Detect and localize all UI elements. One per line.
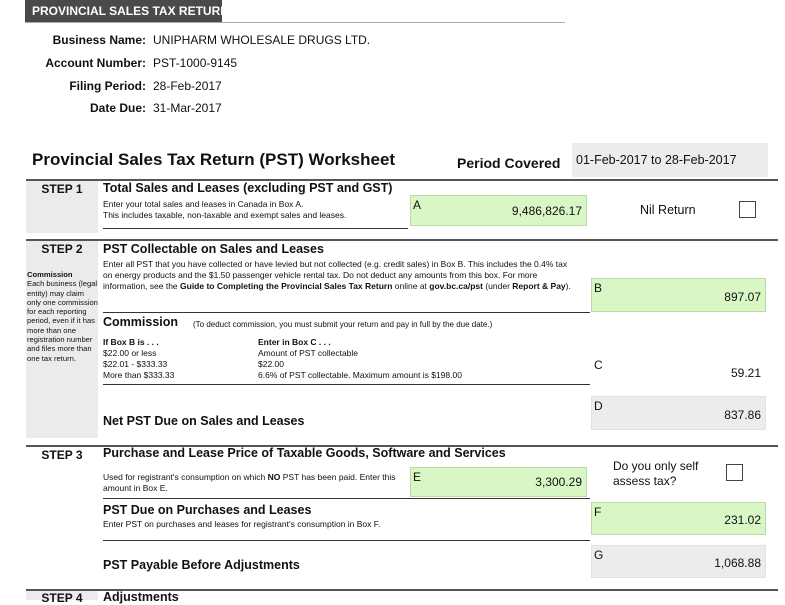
- link-text: gov.bc.ca/pst: [429, 281, 483, 291]
- field-value: UNIPHARM WHOLESALE DRUGS LTD.: [153, 33, 371, 47]
- nil-return-label: Nil Return: [640, 203, 696, 217]
- box-d: D 837.86: [591, 396, 766, 430]
- box-b[interactable]: B 897.07: [591, 278, 766, 312]
- field-value: PST-1000-9145: [153, 56, 238, 70]
- text: ).: [565, 281, 571, 291]
- table-cell: $22.00 or less: [103, 348, 157, 358]
- period-label: Period Covered: [457, 155, 561, 171]
- table-cell: Amount of PST collectable: [258, 348, 359, 358]
- step-label: STEP 1: [41, 182, 83, 196]
- nil-return-checkbox[interactable]: [739, 201, 756, 218]
- text: Used for registrant's consumption on whi…: [103, 472, 268, 482]
- field-value: 31-Mar-2017: [153, 101, 222, 115]
- box-letter: C: [594, 358, 603, 372]
- rule: [103, 498, 590, 499]
- table-header: Enter in Box C . . .: [258, 337, 331, 347]
- sidebar-title: Commission: [27, 270, 73, 279]
- box-letter: E: [413, 470, 422, 484]
- section-title: PST Payable Before Adjustments: [103, 558, 300, 572]
- field-label: Account Number:: [45, 56, 146, 70]
- help-text: Enter your total sales and leases in Can…: [103, 199, 304, 209]
- text-bold: NO: [267, 472, 281, 482]
- step-label: STEP 2: [41, 242, 83, 256]
- rule: [103, 540, 590, 541]
- box-value: 231.02: [724, 513, 761, 527]
- self-assess-checkbox[interactable]: [726, 464, 743, 481]
- box-value: 59.21: [730, 366, 761, 380]
- box-e[interactable]: E 3,300.29: [410, 467, 587, 497]
- step-rule: [26, 589, 778, 591]
- sidebar-note: Commission Each business (legal entity) m…: [27, 270, 98, 363]
- step-rule: [26, 179, 778, 181]
- field-label: Filing Period:: [69, 79, 146, 93]
- help-text: Used for registrant's consumption on whi…: [103, 472, 413, 494]
- step-column: [26, 241, 98, 438]
- step-label: STEP 3: [41, 448, 83, 462]
- text-bold: Report & Pay: [512, 281, 566, 291]
- step-column: [26, 591, 98, 600]
- help-text: Enter PST on purchases and leases for re…: [103, 519, 381, 529]
- self-assess-label: Do you only self assess tax?: [613, 459, 699, 488]
- field-label: Date Due:: [89, 101, 146, 115]
- sidebar-text: Each business (legal entity) may claim o…: [27, 279, 98, 363]
- box-letter: F: [594, 505, 602, 519]
- section-title: PST Collectable on Sales and Leases: [103, 242, 324, 256]
- box-value: 897.07: [724, 290, 761, 304]
- field-value: 28-Feb-2017: [153, 79, 222, 93]
- text: online at: [392, 281, 430, 291]
- table-cell: 6.6% of PST collectable. Maximum amount …: [258, 370, 462, 380]
- section-title: Purchase and Lease Price of Taxable Good…: [103, 446, 506, 460]
- box-c[interactable]: C 59.21: [591, 355, 766, 388]
- section-title: Adjustments: [103, 590, 179, 604]
- table-cell: $22.00: [258, 359, 284, 369]
- text: PST has been paid. Enter this amount in …: [103, 472, 396, 493]
- table-cell: More than $333.33: [103, 370, 175, 380]
- section-title: Net PST Due on Sales and Leases: [103, 414, 305, 428]
- tab-rule: [25, 22, 565, 23]
- period-value: 01-Feb-2017 to 28-Feb-2017: [572, 143, 768, 177]
- section-title: Total Sales and Leases (excluding PST an…: [103, 181, 393, 195]
- box-g: G 1,068.88: [591, 545, 766, 578]
- box-letter: D: [594, 399, 603, 413]
- box-a[interactable]: A 9,486,826.17: [410, 195, 587, 226]
- help-text: This includes taxable, non-taxable and e…: [103, 210, 347, 220]
- rule: [103, 228, 408, 229]
- worksheet-title: Provincial Sales Tax Return (PST) Worksh…: [32, 150, 396, 169]
- step-rule: [26, 239, 778, 241]
- text: Enter all PST that you have collected or…: [103, 259, 568, 291]
- table-cell: $22.01 - $333.33: [103, 359, 168, 369]
- box-value: 1,068.88: [714, 556, 761, 570]
- box-letter: A: [413, 198, 422, 212]
- box-value: 3,300.29: [535, 475, 582, 489]
- field-label: Business Name:: [52, 33, 146, 47]
- rule: [103, 312, 590, 313]
- step-column: [26, 181, 98, 233]
- box-value: 837.86: [724, 408, 761, 422]
- box-letter: B: [594, 281, 603, 295]
- tab: PROVINCIAL SALES TAX RETURN: [25, 0, 229, 22]
- step-rule: [26, 445, 778, 447]
- commission-note: (To deduct commission, you must submit y…: [193, 320, 493, 329]
- section-title: PST Due on Purchases and Leases: [103, 503, 312, 517]
- rule: [103, 384, 590, 385]
- box-value: 9,486,826.17: [511, 204, 582, 218]
- help-text: Enter all PST that you have collected or…: [103, 259, 573, 292]
- step-label: STEP 4: [41, 591, 83, 605]
- commission-title: Commission: [103, 315, 179, 329]
- link-text: Guide to Completing the Provincial Sales…: [180, 281, 393, 291]
- box-letter: G: [594, 548, 604, 562]
- table-header: If Box B is . . .: [103, 337, 159, 347]
- box-f[interactable]: F 231.02: [591, 502, 766, 535]
- text: (under: [482, 281, 513, 291]
